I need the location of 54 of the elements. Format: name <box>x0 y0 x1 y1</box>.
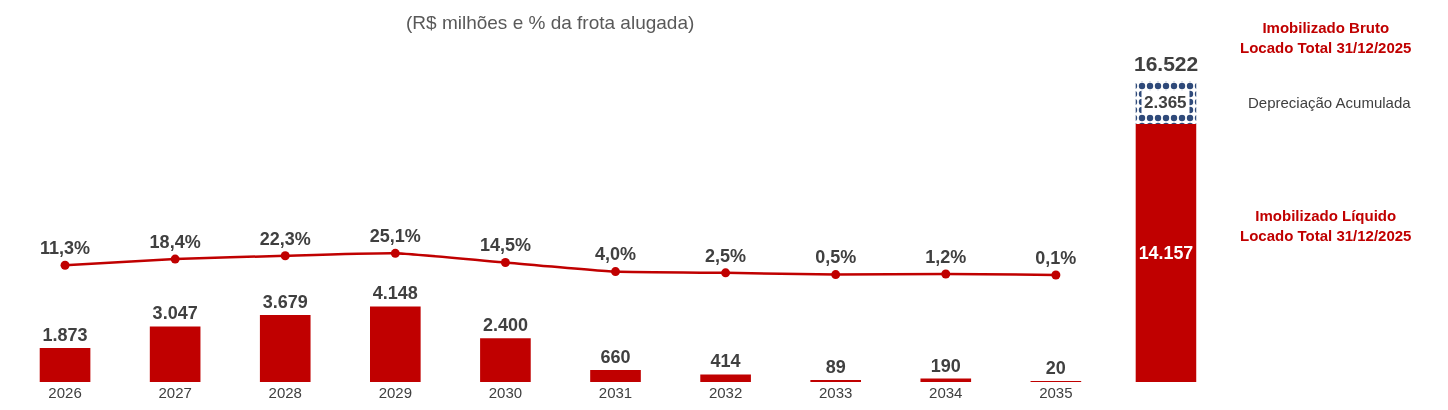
data-label: 2,5% <box>705 245 747 266</box>
total-label: 16.522 <box>1134 52 1199 75</box>
data-label: 4.148 <box>372 283 418 304</box>
data-label: 414 <box>710 351 741 372</box>
point <box>500 258 510 267</box>
bar <box>39 347 91 382</box>
x-tick-label: 2031 <box>598 384 633 401</box>
data-label: 0,1% <box>1035 247 1077 268</box>
point <box>611 267 620 277</box>
x-tick-label: 2030 <box>488 384 523 401</box>
data-label: 20 <box>1045 358 1066 378</box>
bar <box>370 306 421 382</box>
data-label: 2.400 <box>482 315 528 336</box>
data-label: 18,4% <box>149 232 201 252</box>
bar <box>149 326 201 382</box>
text: Depreciação Acumulada <box>1248 94 1412 111</box>
point <box>390 248 400 258</box>
data-label: 1,2% <box>925 246 967 267</box>
data-label: 4,0% <box>594 244 637 265</box>
text: Imobilizado Líquido Locado Total 31/12/2025 <box>1240 207 1412 244</box>
data-label: 3.047 <box>152 303 198 324</box>
data-label: 22,3% <box>259 228 311 249</box>
data-label: 25,1% <box>369 226 421 247</box>
bar <box>480 338 531 382</box>
bar <box>590 369 641 382</box>
point <box>60 260 70 270</box>
data-label: 0,5% <box>815 247 857 268</box>
x-tick-label: 2029 <box>378 384 413 401</box>
x-tick-label: 2033 <box>819 384 853 401</box>
data-label: 14.157 <box>1138 242 1194 263</box>
data-label: 1.873 <box>42 324 88 345</box>
data-label: 190 <box>930 355 961 376</box>
data-label: 11,3% <box>40 238 91 259</box>
data-label: 660 <box>600 346 631 367</box>
point <box>941 269 951 279</box>
text: Imobilizado Bruto Locado Total 31/12/2025 <box>1240 19 1412 56</box>
point <box>280 251 290 261</box>
point <box>721 268 731 278</box>
x-tick-label: 2035 <box>1039 384 1073 401</box>
bar <box>259 314 311 382</box>
data-label: 14,5% <box>479 235 531 256</box>
point <box>1051 270 1061 280</box>
x-tick-label: 2027 <box>158 384 192 401</box>
x-tick-label: 2032 <box>708 384 743 401</box>
x-tick-label: 2026 <box>48 384 82 401</box>
chart-subtitle: (R$ milhões e % da frota alugada) <box>406 12 695 33</box>
data-label: 89 <box>825 357 846 377</box>
point <box>170 254 180 264</box>
data-label: 2.365 <box>1144 93 1187 112</box>
x-tick-label: 2034 <box>929 384 963 401</box>
bar <box>700 374 751 382</box>
data-label: 3.679 <box>262 291 308 312</box>
x-tick-label: 2028 <box>268 384 302 401</box>
point <box>831 270 841 280</box>
